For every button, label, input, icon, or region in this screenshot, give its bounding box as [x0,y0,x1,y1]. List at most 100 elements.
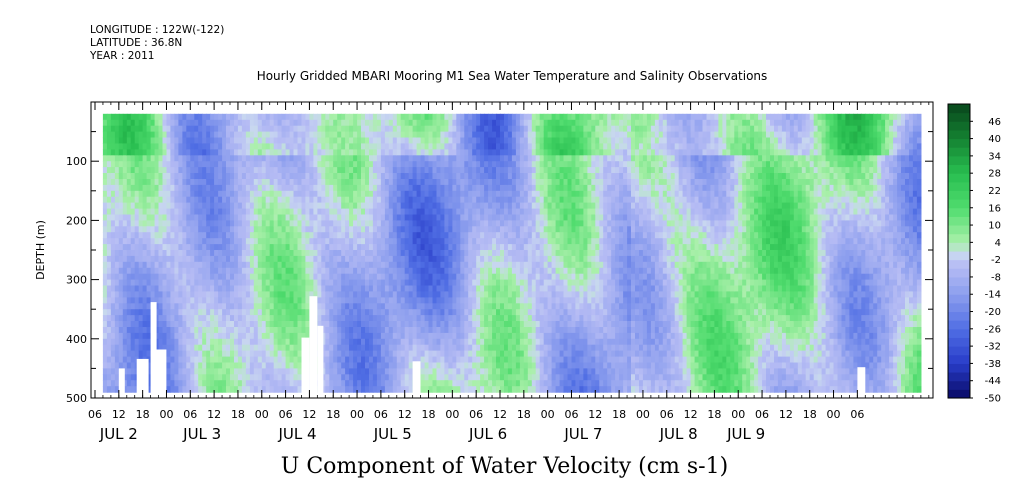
heatmap-cell [253,125,259,133]
heatmap-cell [182,113,187,121]
heatmap-cell [186,220,191,227]
heatmap-cell [388,285,394,293]
heatmap-cell [408,137,414,145]
heatmap-cell [420,386,426,393]
heatmap-cell [519,309,525,316]
heatmap-cell [361,303,366,310]
heatmap-cell [142,338,148,346]
heatmap-cell [456,368,461,375]
heatmap-cell [126,220,132,227]
heatmap-cell [170,173,175,180]
heatmap-cell [416,232,422,239]
heatmap-cell [190,279,195,287]
heatmap-cell [114,303,120,310]
heatmap-cell [396,338,402,346]
heatmap-cell [257,232,263,239]
heatmap-cell [460,202,465,210]
heatmap-cell [404,149,410,156]
heatmap-cell [504,202,509,210]
heatmap-cell [384,267,390,275]
heatmap-cell [214,315,219,322]
heatmap-cell [186,338,191,346]
heatmap-cell [400,149,406,156]
heatmap-cell [257,255,263,263]
heatmap-cell [317,184,322,192]
heatmap-cell [277,196,283,204]
heatmap-cell [476,226,481,233]
heatmap-cell [460,119,465,127]
heatmap-cell [142,279,148,287]
heatmap-cell [186,261,191,269]
heatmap-cell [452,309,457,316]
heatmap-cell [464,149,469,156]
heatmap-cell [444,315,449,322]
heatmap-cell [102,119,108,127]
heatmap-cell [234,250,239,257]
heatmap-cell [365,232,370,239]
heatmap-cell [448,261,453,269]
heatmap-cell [154,291,160,298]
heatmap-cell [468,131,473,139]
heatmap-cell [500,315,505,322]
heatmap-cell [313,155,318,162]
heatmap-cell [321,374,326,381]
heatmap-cell [130,350,136,358]
heatmap-cell [305,255,310,263]
heatmap-cell [277,202,283,210]
heatmap-cell [507,350,513,358]
heatmap-cell [361,291,366,298]
heatmap-cell [388,179,394,186]
heatmap-cell [484,173,489,180]
heatmap-cell [504,125,509,133]
heatmap-cell [257,155,263,162]
heatmap-cell [222,297,227,304]
heatmap-cell [122,368,128,375]
heatmap-cell [130,196,136,204]
heatmap-cell [297,143,303,150]
heatmap-cell [515,303,521,310]
heatmap-cell [456,344,461,352]
heatmap-cell [404,113,410,121]
heatmap-cell [428,244,434,251]
heatmap-cell [158,167,164,174]
heatmap-cell [106,273,112,281]
heatmap-cell [345,315,350,322]
heatmap-cell [234,173,239,180]
heatmap-cell [507,119,513,127]
heatmap-cell [245,338,251,346]
heatmap-cell [325,190,330,198]
heatmap-cell [301,297,307,304]
heatmap-cell [214,386,219,393]
heatmap-cell [456,273,461,281]
heatmap-cell [102,344,108,352]
heatmap-cell [504,386,509,393]
heatmap-cell [388,261,394,269]
heatmap-cell [170,374,175,381]
heatmap-cell [345,255,350,263]
heatmap-cell [420,291,426,298]
heatmap-cell [333,238,338,245]
heatmap-cell [412,250,418,257]
heatmap-cell [484,184,489,192]
heatmap-cell [365,267,370,275]
heatmap-cell [353,137,358,145]
heatmap-cell [404,303,410,310]
heatmap-cell [190,250,195,257]
heatmap-cell [174,267,179,275]
heatmap-cell [273,368,279,375]
heatmap-cell [341,155,346,162]
heatmap-cell [476,291,481,298]
heatmap-cell [102,238,108,245]
heatmap-cell [440,208,445,216]
heatmap-cell [376,173,382,180]
heatmap-cell [269,161,275,168]
heatmap-cell [432,374,438,381]
heatmap-cell [380,350,386,358]
heatmap-cell [424,167,430,174]
heatmap-cell [257,250,263,257]
heatmap-cell [396,119,402,127]
heatmap-cell [380,238,386,245]
heatmap-cell [444,125,449,133]
heatmap-cell [174,179,179,186]
heatmap-cell [198,386,203,393]
